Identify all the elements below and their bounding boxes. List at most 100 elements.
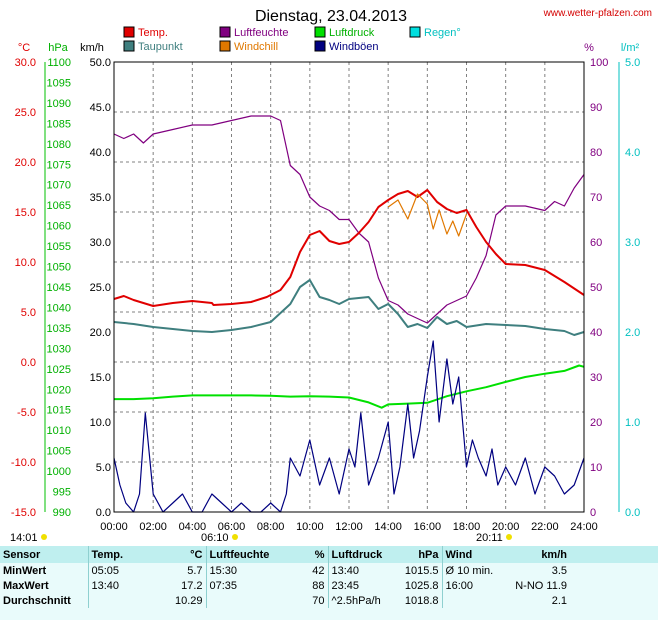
pressure-tick-label: 1005 [47, 446, 71, 458]
stats-header-sensor: Sensor [0, 546, 88, 563]
temp-tick-label: 0.0 [21, 357, 36, 369]
temp-tick-label: -10.0 [11, 457, 36, 469]
temp-tick-label: 30.0 [15, 57, 36, 69]
temp-tick-label: -5.0 [17, 407, 36, 419]
chart-grid [114, 62, 584, 512]
stats-press-value: 1015.5 [404, 564, 439, 577]
legend-label-dewpoint: Taupunkt [138, 41, 183, 53]
stats-hum-value: 42 [312, 564, 325, 577]
pressure-tick-label: 1050 [47, 262, 71, 274]
stats-row-label: MinWert [3, 564, 47, 577]
moon-icon [41, 534, 47, 540]
wind-tick-label: 30.0 [90, 237, 111, 249]
humidity-tick-label: 100 [590, 57, 608, 69]
wind-tick-label: 15.0 [90, 372, 111, 384]
pressure-tick-label: 1095 [47, 77, 71, 89]
stats-temp-value: 17.2 [181, 579, 203, 592]
legend-swatch-windchill [219, 40, 231, 52]
chart-title: Dienstag, 23.04.2013 [255, 8, 407, 25]
legend-swatch-humidity [219, 26, 231, 38]
x-tick-label: 06:00 [218, 521, 246, 533]
x-tick-label: 20:00 [492, 521, 520, 533]
series-luftdruck-line [114, 364, 585, 409]
stats-press-time: ^2.5hPa/h [327, 593, 390, 608]
x-tick-label: 18:00 [453, 521, 481, 533]
stats-wind-value: 2.1 [551, 594, 567, 607]
stats-hum-time: 07:35 [205, 578, 272, 593]
stats-header-press-unit: hPa [390, 546, 442, 563]
legend-label-gust: Windböen [329, 41, 379, 53]
x-tick-label: 22:00 [531, 521, 559, 533]
stats-table: Sensor Temp. °C Luftfeuchte % Luftdruck … [0, 546, 658, 608]
rain-tick-label: 4.0 [625, 147, 640, 159]
stats-header-wind: Wind [441, 546, 508, 563]
temp-tick-label: 20.0 [15, 157, 36, 169]
stats-filler [570, 578, 658, 593]
pressure-tick-label: 1025 [47, 364, 71, 376]
stats-header-filler [570, 546, 658, 563]
series-luftfeuchte-line [113, 115, 585, 324]
stats-row-min: MinWert 05:05 5.7 15:30 42 13:40 1015.5 … [0, 563, 658, 578]
temp-unit-header: °C [18, 42, 30, 54]
x-tick-label: 24:00 [570, 521, 598, 533]
temp-tick-label: -15.0 [11, 507, 36, 519]
stats-header-temp: Temp. [87, 546, 148, 563]
stats-wind-time [441, 593, 508, 608]
pressure-tick-label: 1090 [47, 98, 71, 110]
humidity-tick-label: 40 [590, 327, 602, 339]
pressure-tick-label: 1065 [47, 200, 71, 212]
sunrise-icon [232, 534, 238, 540]
stats-header-row: Sensor Temp. °C Luftfeuchte % Luftdruck … [0, 546, 658, 563]
stats-press-time: 13:40 [327, 563, 390, 578]
wind-tick-label: 35.0 [90, 192, 111, 204]
chart-legend: Temp. Luftfeuchte Luftdruck Regen° Taupunkt W… [123, 26, 461, 53]
pressure-tick-label: 1060 [47, 221, 71, 233]
legend-swatch-dewpoint [123, 40, 135, 52]
stats-temp-value: 5.7 [187, 564, 203, 577]
series-temp-line [113, 189, 585, 307]
legend-label-pressure: Luftdruck [329, 27, 375, 39]
x-tick-label: 04:00 [179, 521, 207, 533]
pressure-tick-label: 1035 [47, 323, 71, 335]
plot-frame [113, 61, 585, 513]
pressure-tick-label: 1030 [47, 343, 71, 355]
stats-row-label: MaxWert [3, 579, 49, 592]
x-tick-label: 08:00 [257, 521, 285, 533]
stats-wind-time: 16:00 [441, 578, 508, 593]
rain-tick-label: 2.0 [625, 327, 640, 339]
pressure-tick-label: 1100 [47, 57, 71, 69]
source-link[interactable]: www.wetter-pfalzen.com [543, 8, 652, 19]
pressure-tick-label: 1055 [47, 241, 71, 253]
pressure-tick-label: 1045 [47, 282, 71, 294]
series-taupunkt-line [113, 279, 585, 336]
pressure-tick-label: 1010 [47, 425, 71, 437]
pressure-tick-label: 1040 [47, 302, 71, 314]
wind-tick-label: 25.0 [90, 282, 111, 294]
wind-tick-label: 10.0 [90, 417, 111, 429]
stats-filler [570, 563, 658, 578]
rain-unit-header: l/m² [621, 42, 640, 54]
humidity-tick-label: 30 [590, 372, 602, 384]
legend-label-humidity: Luftfeuchte [234, 27, 288, 39]
stats-wind-value: 3.5 [551, 564, 567, 577]
stats-hum-time [205, 593, 272, 608]
humidity-tick-label: 60 [590, 237, 602, 249]
pressure-tick-label: 1015 [47, 405, 71, 417]
stats-header-temp-unit: °C [148, 546, 206, 563]
sunrise-time: 06:10 [201, 532, 229, 544]
stats-wind-time: Ø 10 min. [441, 563, 508, 578]
stats-hum-value: 70 [312, 594, 325, 607]
stats-filler [570, 593, 658, 608]
series-windb-en-line [113, 340, 585, 513]
temp-tick-label: 15.0 [15, 207, 36, 219]
x-tick-label: 00:00 [100, 521, 128, 533]
x-tick-label: 16:00 [414, 521, 442, 533]
legend-swatch-pressure [314, 26, 326, 38]
humidity-tick-label: 20 [590, 417, 602, 429]
rain-tick-label: 3.0 [625, 237, 640, 249]
humidity-tick-label: 50 [590, 282, 602, 294]
stats-panel: Sensor Temp. °C Luftfeuchte % Luftdruck … [0, 546, 658, 620]
rain-tick-label: 0.0 [625, 507, 640, 519]
pressure-tick-label: 1000 [47, 466, 71, 478]
pressure-tick-label: 1085 [47, 118, 71, 130]
